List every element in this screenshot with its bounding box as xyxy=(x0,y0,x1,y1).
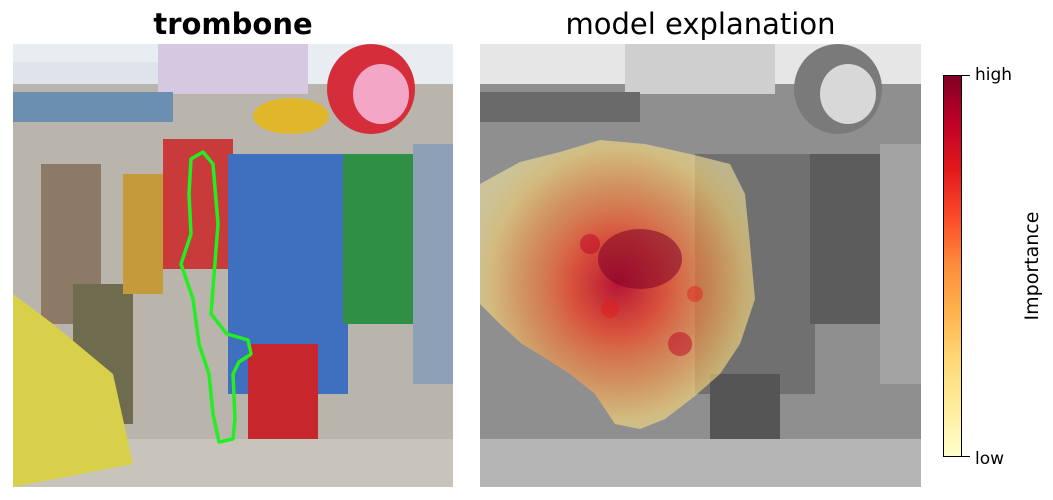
gray-awning xyxy=(480,92,640,122)
colorbar-high-label: high xyxy=(975,65,1013,85)
explanation-image-panel xyxy=(480,44,921,487)
colorbar-low-label: low xyxy=(975,449,1005,469)
heatmap-spot xyxy=(580,234,600,254)
importance-heatmap xyxy=(480,140,755,429)
colorbar-tick-high xyxy=(962,75,970,76)
original-image-panel xyxy=(13,44,453,487)
gray-street xyxy=(480,439,921,487)
heatmap-peak xyxy=(598,229,682,289)
grayscale-photo-with-heatmap xyxy=(480,44,921,487)
left-panel-title: trombone xyxy=(153,7,313,41)
heatmap-spot xyxy=(687,286,703,302)
trombone-outline xyxy=(179,150,253,444)
right-panel-title: model explanation xyxy=(565,7,836,41)
gray-poster xyxy=(625,44,775,94)
photo-bus xyxy=(13,62,183,84)
photo-red-shorts xyxy=(248,344,318,439)
parade-photo xyxy=(13,44,453,487)
photo-awning xyxy=(13,92,173,122)
heatmap-spot xyxy=(601,300,619,318)
photo-red-shirt xyxy=(163,139,233,269)
photo-saxophone xyxy=(123,174,163,294)
photo-person-right xyxy=(413,144,453,384)
photo-poster xyxy=(158,44,308,94)
photo-hat xyxy=(253,98,329,134)
importance-colorbar xyxy=(943,75,962,457)
colorbar-axis-label: Importance xyxy=(1021,211,1043,321)
colorbar-tick-low xyxy=(962,456,970,457)
heatmap-spot xyxy=(668,332,692,356)
photo-green-shirt xyxy=(343,154,413,324)
gray-shorts xyxy=(710,374,780,439)
gray-person-right xyxy=(880,144,921,384)
photo-tuba-mouth xyxy=(353,64,409,124)
photo-yellow-costume xyxy=(13,294,133,487)
gray-tuba-mouth xyxy=(820,64,876,124)
gray-green-shirt xyxy=(810,154,880,324)
